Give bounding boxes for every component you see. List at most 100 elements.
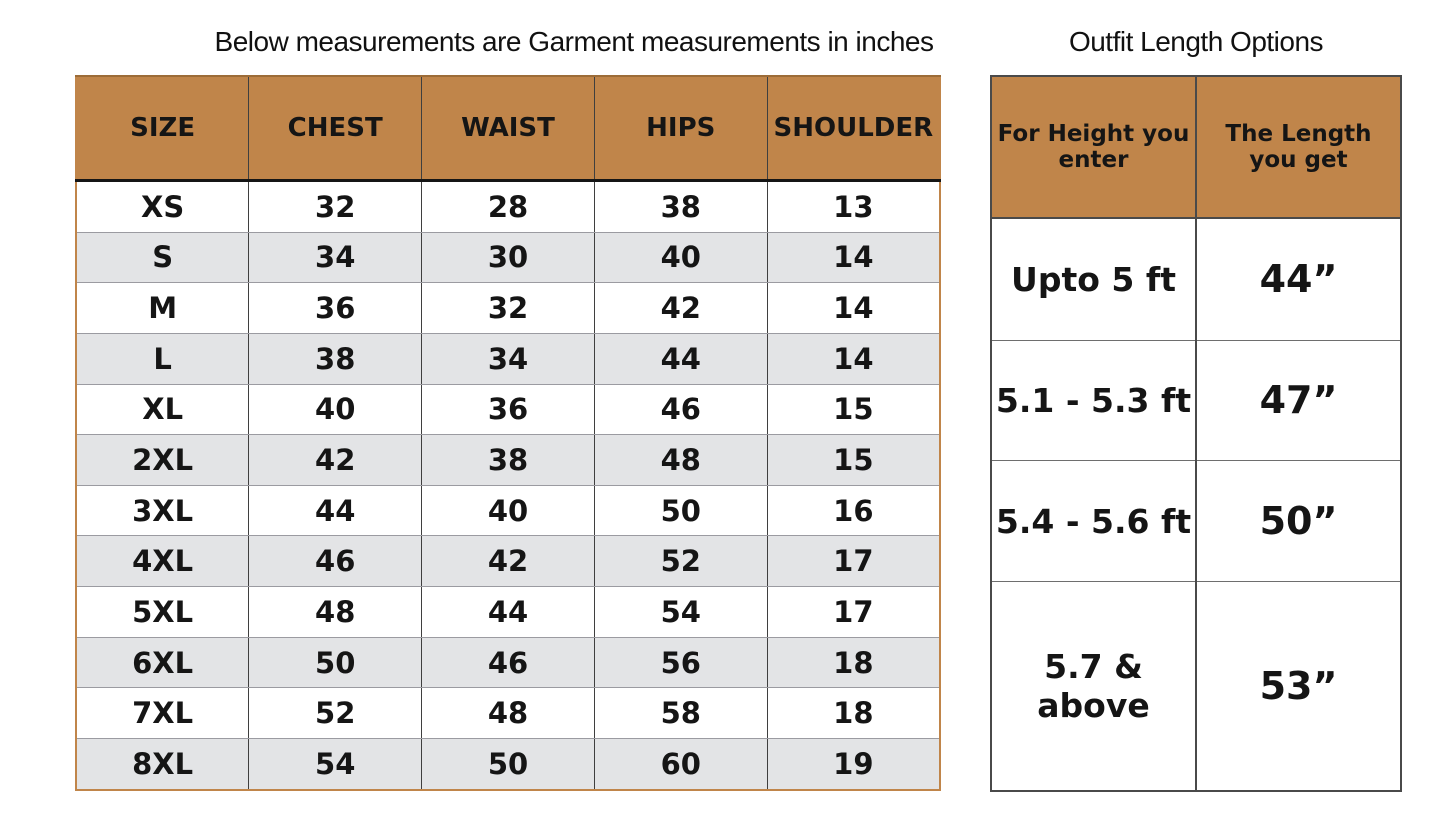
measurement-cell: 46 <box>593 383 768 436</box>
measurement-cell: 40 <box>248 383 423 436</box>
measurement-cell: 50 <box>593 484 768 537</box>
measurement-cell: 52 <box>248 687 423 740</box>
header-row: SIZE CHEST WAIST HIPS SHOULDER <box>75 75 941 182</box>
measurement-cell: 34 <box>248 231 423 284</box>
column-header-shoulder: SHOULDER <box>766 75 941 182</box>
measurement-cell: 40 <box>421 484 595 537</box>
table-row: 5.7 & above 53” <box>990 581 1402 792</box>
size-label-cell: XL <box>75 383 250 436</box>
measurement-cell: 48 <box>421 687 595 740</box>
measurement-cell: 16 <box>766 484 941 537</box>
column-header-size: SIZE <box>75 75 250 182</box>
measurement-cell: 17 <box>766 586 941 638</box>
measurement-cell: 48 <box>593 434 768 486</box>
outfit-length-table: For Height you enter The Length you get U… <box>990 75 1402 792</box>
measurement-cell: 17 <box>766 535 941 588</box>
measurement-cell: 46 <box>421 636 595 689</box>
measurement-cell: 54 <box>593 586 768 638</box>
measurement-cell: 15 <box>766 383 941 436</box>
height-range-cell: 5.1 - 5.3 ft <box>990 339 1197 462</box>
measurement-cell: 56 <box>593 636 768 689</box>
garment-measurements-table-body: XS 32 28 38 13 S 34 30 40 14 M 36 32 42 14 L 38 34 44 14 XL 4… <box>75 179 941 791</box>
measurement-cell: 19 <box>766 738 941 791</box>
table-row: 5.4 - 5.6 ft 50” <box>990 460 1402 583</box>
measurement-cell: 46 <box>248 535 423 588</box>
measurement-cell: 40 <box>593 231 768 284</box>
column-header-the-length-you-get: The Length you get <box>1195 75 1402 219</box>
measurement-cell: 60 <box>593 738 768 791</box>
measurement-cell: 32 <box>421 282 595 334</box>
outfit-length-title: Outfit Length Options <box>1068 26 1324 57</box>
measurement-cell: 28 <box>421 179 595 233</box>
measurement-cell: 34 <box>421 332 595 385</box>
measurement-cell: 42 <box>593 282 768 334</box>
length-value-cell: 53” <box>1195 581 1402 792</box>
table-row: 8XL 54 50 60 19 <box>75 738 941 791</box>
measurement-cell: 18 <box>766 636 941 689</box>
length-value-cell: 44” <box>1195 217 1402 341</box>
measurement-cell: 52 <box>593 535 768 588</box>
length-value-cell: 50” <box>1195 460 1402 583</box>
size-label-cell: XS <box>75 179 250 233</box>
measurement-cell: 13 <box>766 179 941 233</box>
size-label-cell: 6XL <box>75 636 250 689</box>
column-header-waist: WAIST <box>421 75 595 182</box>
header-row: For Height you enter The Length you get <box>990 75 1402 219</box>
table-row: L 38 34 44 14 <box>75 332 941 385</box>
table-row: 2XL 42 38 48 15 <box>75 434 941 486</box>
table-row: 5.1 - 5.3 ft 47” <box>990 339 1402 462</box>
table-row: XS 32 28 38 13 <box>75 179 941 233</box>
table-row: 7XL 52 48 58 18 <box>75 687 941 740</box>
table-row: XL 40 36 46 15 <box>75 383 941 436</box>
garment-measurements-table-header: SIZE CHEST WAIST HIPS SHOULDER <box>75 75 941 182</box>
measurement-cell: 58 <box>593 687 768 740</box>
measurement-cell: 30 <box>421 231 595 284</box>
size-label-cell: S <box>75 231 250 284</box>
size-label-cell: L <box>75 332 250 385</box>
table-row: 3XL 44 40 50 16 <box>75 484 941 537</box>
measurement-cell: 18 <box>766 687 941 740</box>
measurement-cell: 42 <box>421 535 595 588</box>
garment-measurements-title: Below measurements are Garment measureme… <box>214 26 934 57</box>
size-label-cell: 4XL <box>75 535 250 588</box>
table-row: 4XL 46 42 52 17 <box>75 535 941 588</box>
measurement-cell: 44 <box>248 484 423 537</box>
measurement-cell: 54 <box>248 738 423 791</box>
table-row: S 34 30 40 14 <box>75 231 941 284</box>
height-range-cell: 5.4 - 5.6 ft <box>990 460 1197 583</box>
table-row: 6XL 50 46 56 18 <box>75 636 941 689</box>
measurement-cell: 14 <box>766 332 941 385</box>
size-label-cell: 8XL <box>75 738 250 791</box>
measurement-cell: 50 <box>421 738 595 791</box>
table-row: M 36 32 42 14 <box>75 282 941 334</box>
measurement-cell: 32 <box>248 179 423 233</box>
measurement-cell: 42 <box>248 434 423 486</box>
outfit-length-table-body: Upto 5 ft 44” 5.1 - 5.3 ft 47” 5.4 - 5.6 ft 5… <box>990 217 1402 792</box>
measurement-cell: 38 <box>248 332 423 385</box>
column-header-chest: CHEST <box>248 75 423 182</box>
table-row: Upto 5 ft 44” <box>990 217 1402 341</box>
measurement-cell: 14 <box>766 282 941 334</box>
length-value-cell: 47” <box>1195 339 1402 462</box>
height-range-cell: 5.7 & above <box>990 581 1197 792</box>
measurement-cell: 36 <box>248 282 423 334</box>
size-label-cell: 7XL <box>75 687 250 740</box>
measurement-cell: 14 <box>766 231 941 284</box>
measurement-cell: 48 <box>248 586 423 638</box>
measurement-cell: 50 <box>248 636 423 689</box>
measurement-cell: 36 <box>421 383 595 436</box>
measurement-cell: 38 <box>421 434 595 486</box>
size-label-cell: 5XL <box>75 586 250 638</box>
measurement-cell: 44 <box>421 586 595 638</box>
measurement-cell: 44 <box>593 332 768 385</box>
garment-measurements-table: SIZE CHEST WAIST HIPS SHOULDER XS 32 28 38 13 S 34… <box>75 75 941 791</box>
size-label-cell: 3XL <box>75 484 250 537</box>
measurement-cell: 15 <box>766 434 941 486</box>
size-label-cell: M <box>75 282 250 334</box>
column-header-for-height-you-enter: For Height you enter <box>990 75 1197 219</box>
measurement-cell: 38 <box>593 179 768 233</box>
outfit-length-table-header: For Height you enter The Length you get <box>990 75 1402 219</box>
height-range-cell: Upto 5 ft <box>990 217 1197 341</box>
size-label-cell: 2XL <box>75 434 250 486</box>
